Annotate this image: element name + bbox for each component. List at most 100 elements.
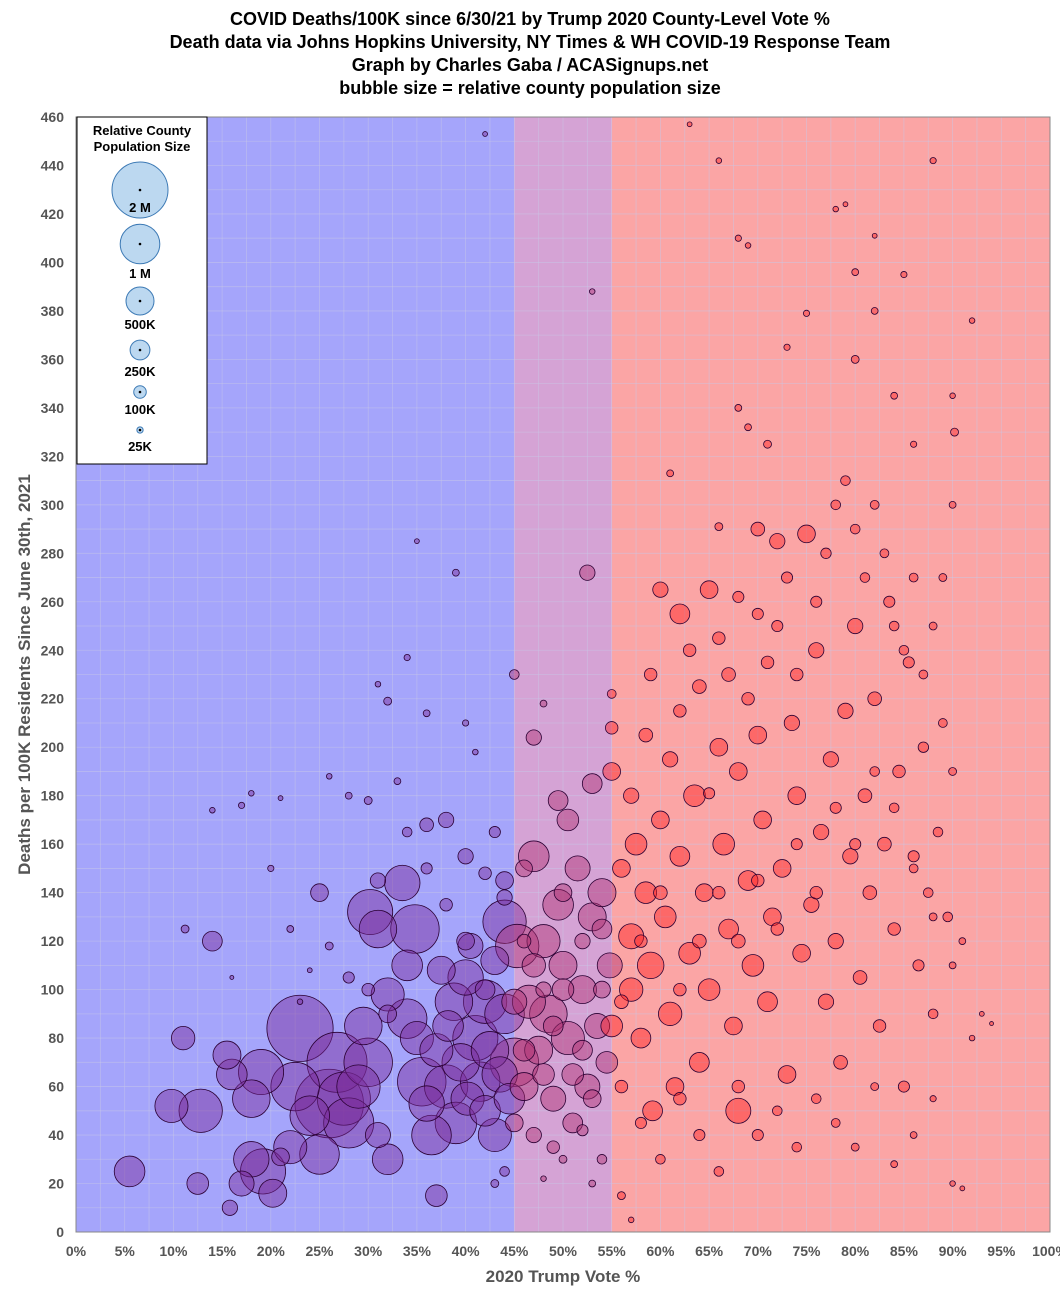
bubble (712, 631, 726, 645)
bubble (654, 905, 677, 929)
bubble (113, 1155, 146, 1188)
bubble (426, 955, 456, 985)
bubble (830, 499, 841, 511)
legend-label: 25K (128, 439, 152, 454)
bubble (266, 994, 334, 1062)
bubble (731, 933, 746, 949)
x-tick-label: 90% (939, 1243, 968, 1259)
bubble (803, 896, 820, 913)
bubble (496, 889, 513, 906)
bubble (643, 667, 658, 682)
bubble (948, 500, 957, 509)
bubble (512, 1038, 536, 1062)
bubble (342, 971, 355, 984)
x-tick-label: 0% (66, 1243, 87, 1259)
bubble (233, 1141, 270, 1178)
bubble (744, 242, 752, 249)
bubble (623, 787, 640, 804)
bubble (872, 1019, 887, 1033)
bubble (734, 404, 743, 412)
bubble (744, 423, 752, 432)
y-tick-label: 220 (41, 691, 65, 707)
y-tick-label: 400 (41, 254, 65, 270)
bubble (371, 1143, 404, 1176)
bubble (870, 1082, 880, 1091)
bubble (928, 621, 938, 631)
bubble (832, 205, 839, 213)
bubble (833, 1055, 848, 1070)
bubble (614, 1079, 629, 1094)
bubble (540, 1175, 547, 1182)
bubble (495, 871, 514, 890)
bubble (216, 1058, 248, 1091)
bubble (751, 1129, 764, 1142)
bubble (634, 881, 658, 904)
bubble (424, 1064, 469, 1109)
bubble (634, 934, 648, 948)
bubble (813, 823, 830, 841)
x-tick-label: 50% (549, 1243, 578, 1259)
bubble (619, 977, 644, 1002)
bubble (277, 795, 284, 801)
bubble (171, 1025, 196, 1051)
bubble (401, 826, 413, 838)
y-tick-label: 80 (48, 1030, 64, 1046)
bubble (713, 1166, 725, 1177)
bubble (542, 889, 574, 921)
x-tick-label: 20% (257, 1243, 286, 1259)
bubble (344, 791, 353, 800)
bubble (289, 1095, 330, 1136)
bubble (673, 704, 687, 718)
x-tick-label: 95% (987, 1243, 1016, 1259)
plot-border (75, 116, 1051, 1233)
y-tick-label: 320 (41, 448, 65, 464)
x-tick-label: 70% (744, 1243, 773, 1259)
bubble (849, 838, 862, 851)
bubble (306, 967, 313, 974)
bubble-series (113, 121, 994, 1224)
x-tick-label: 25% (305, 1243, 334, 1259)
bubble (419, 1033, 454, 1068)
bubble (548, 950, 578, 980)
bubble (777, 1065, 797, 1084)
bubble (692, 933, 707, 949)
legend-title-line1: Relative County (93, 123, 192, 138)
bubble (712, 832, 735, 856)
y-tick-label: 340 (41, 400, 65, 416)
bubble (978, 1011, 985, 1017)
bubble (989, 1021, 994, 1026)
bubble (258, 1178, 288, 1208)
bubble (593, 980, 611, 999)
bubble (363, 796, 373, 805)
bubble (770, 922, 784, 936)
bubble (908, 863, 919, 874)
bubble (948, 767, 957, 776)
bubble (472, 748, 479, 756)
legend-label: 250K (124, 364, 156, 379)
bubble (652, 581, 669, 598)
bubble (950, 427, 959, 437)
bubble (642, 1100, 663, 1122)
bubble (365, 1122, 391, 1148)
bubble (474, 979, 496, 1000)
bubble (488, 826, 501, 839)
bubble (286, 925, 295, 933)
bubble (336, 1064, 381, 1109)
bubble (888, 802, 900, 814)
bubble (810, 1093, 822, 1104)
bubble (232, 1079, 271, 1118)
bubble (452, 568, 460, 577)
legend: Relative County Population Size 2 M 1 M 50… (76, 116, 208, 465)
bubble (862, 885, 878, 900)
bubble (432, 1010, 464, 1042)
bubble (526, 924, 561, 959)
bubble (850, 1142, 860, 1152)
bubble (847, 617, 864, 635)
bubble (202, 930, 223, 952)
bubble (897, 1080, 910, 1093)
bubble (535, 981, 552, 998)
bubble (890, 391, 898, 400)
bubble (516, 933, 532, 949)
bubble (851, 268, 860, 276)
bubble (209, 807, 216, 814)
